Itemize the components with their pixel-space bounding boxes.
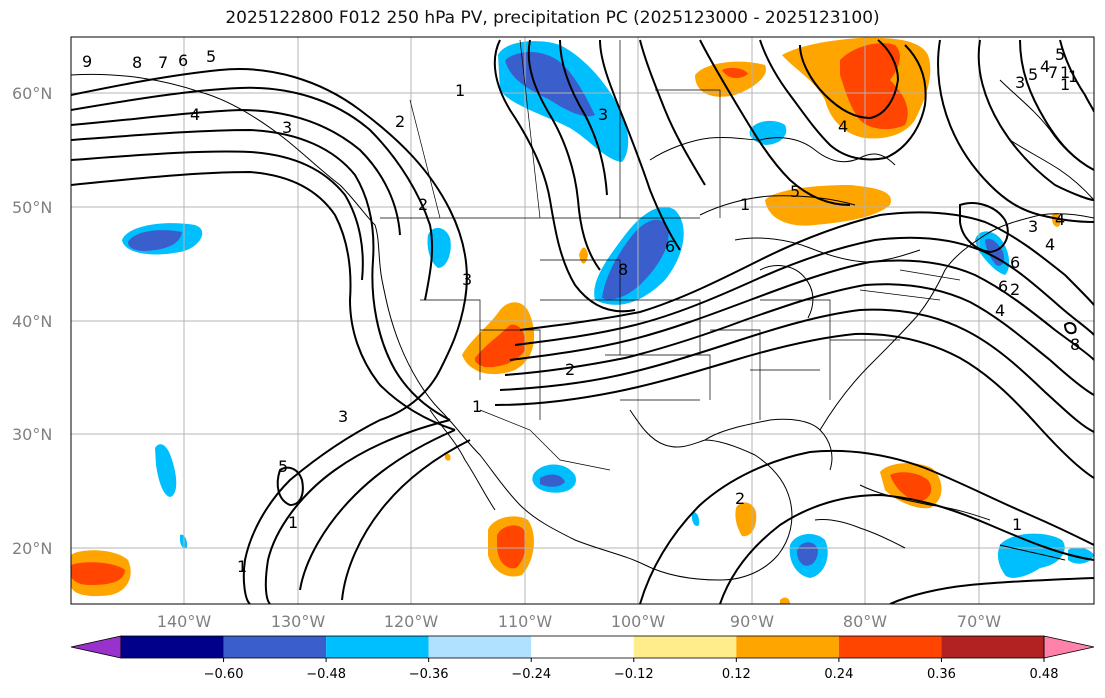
colorbar-segment — [633, 636, 737, 658]
latitude-labels: 60°N 50°N 40°N 30°N 20°N — [12, 84, 52, 558]
lat-label: 20°N — [12, 539, 52, 558]
colorbar-tick-label: 0.24 — [824, 667, 853, 682]
contour-label: 1 — [237, 557, 247, 576]
map-frame — [70, 36, 1095, 605]
contour-label: 2 — [1010, 280, 1020, 299]
contour-label: 1 — [455, 81, 465, 100]
colorbar-tick-label: 0.12 — [722, 667, 751, 682]
lon-label: 100°W — [611, 612, 666, 631]
contour-label: 3 — [338, 407, 348, 426]
contour-label: 4 — [838, 117, 848, 136]
lon-label: 80°W — [843, 612, 887, 631]
colorbar-segment — [223, 636, 327, 658]
contour-label: 4 — [190, 105, 200, 124]
contour-label: 6 — [178, 51, 188, 70]
contour-label: 4 — [1040, 57, 1050, 76]
lon-label: 130°W — [271, 612, 326, 631]
lat-label: 60°N — [12, 84, 52, 103]
contour-label: 8 — [618, 260, 628, 279]
colorbar-segment — [736, 636, 839, 658]
lon-label: 110°W — [498, 612, 553, 631]
contour-label: 2 — [735, 489, 745, 508]
contour-label: 5 — [206, 47, 216, 66]
contour-label: 4 — [1055, 210, 1065, 229]
colorbar-segment — [941, 636, 1044, 658]
contour-label: 2 — [395, 112, 405, 131]
contour-label: 1 — [740, 195, 750, 214]
contour-label: 1 — [1068, 67, 1078, 86]
contour-label: 1 — [472, 397, 482, 416]
contour-label: 1 — [1060, 63, 1070, 82]
lon-label: 90°W — [730, 612, 774, 631]
pv-contour-labels: 9 8 7 6 5 4 3 2 1 2 3 1 2 3 5 1 1 8 6 1 … — [82, 45, 1080, 576]
contour-label: 2 — [418, 195, 428, 214]
colorbar-tick-label: −0.24 — [511, 667, 551, 682]
lon-label: 70°W — [957, 612, 1001, 631]
contour-label: 1 — [1012, 515, 1022, 534]
lon-label: 120°W — [384, 612, 439, 631]
chart-title: 2025122800 F012 250 hPa PV, precipitatio… — [225, 8, 880, 28]
colorbar-segment — [121, 636, 224, 658]
contour-label: 5 — [790, 182, 800, 201]
colorbar-segment — [838, 636, 942, 658]
lat-label: 50°N — [12, 198, 52, 217]
contour-label: 5 — [278, 457, 288, 476]
contour-label: 1 — [288, 513, 298, 532]
contour-label: 8 — [1070, 335, 1080, 354]
colorbar-segment — [531, 636, 634, 658]
colorbar-tick-label: −0.12 — [614, 667, 654, 682]
colorbar-segment — [428, 636, 532, 658]
contour-label: 8 — [132, 53, 142, 72]
colorbar-tick-label: −0.48 — [306, 667, 346, 682]
colorbar-extend-low — [70, 635, 122, 659]
contour-label: 3 — [1015, 73, 1025, 92]
contour-label: 3 — [598, 105, 608, 124]
pv-contours — [71, 39, 1094, 604]
colorbar-tick-label: 0.48 — [1030, 667, 1059, 682]
contour-label: 6 — [998, 277, 1008, 296]
contour-label: 7 — [1048, 63, 1058, 82]
colorbar-extend-high — [1043, 635, 1095, 659]
contour-label: 9 — [82, 52, 92, 71]
political-boundaries — [380, 39, 961, 471]
lon-label: 140°W — [157, 612, 212, 631]
contour-label: 5 — [1028, 65, 1038, 84]
colorbar-tick-label: −0.36 — [409, 667, 449, 682]
contour-label: 3 — [282, 118, 292, 137]
contour-label: 5 — [1055, 45, 1065, 64]
contour-label: 1 — [1060, 75, 1070, 94]
contour-label: 7 — [158, 53, 168, 72]
contour-label: 6 — [665, 237, 675, 256]
contour-label: 4 — [995, 301, 1005, 320]
lat-label: 40°N — [12, 312, 52, 331]
contour-label: 2 — [565, 360, 575, 379]
contour-label: 3 — [1028, 217, 1038, 236]
contour-label: 6 — [1010, 253, 1020, 272]
colorbar-outline — [120, 635, 1045, 659]
colorbar-segment — [326, 636, 429, 658]
longitude-labels: 140°W 130°W 120°W 110°W 100°W 90°W 80°W … — [157, 612, 1001, 631]
contour-label: 3 — [462, 270, 472, 289]
colorbar-tick-label: 0.36 — [927, 667, 956, 682]
colorbar: −0.60 −0.48 −0.36 −0.24 −0.12 0.12 0.24 0.36 0.4… — [70, 635, 1095, 682]
lat-label: 30°N — [12, 425, 52, 444]
colorbar-tick-label: −0.60 — [204, 667, 244, 682]
contour-label: 4 — [1045, 235, 1055, 254]
